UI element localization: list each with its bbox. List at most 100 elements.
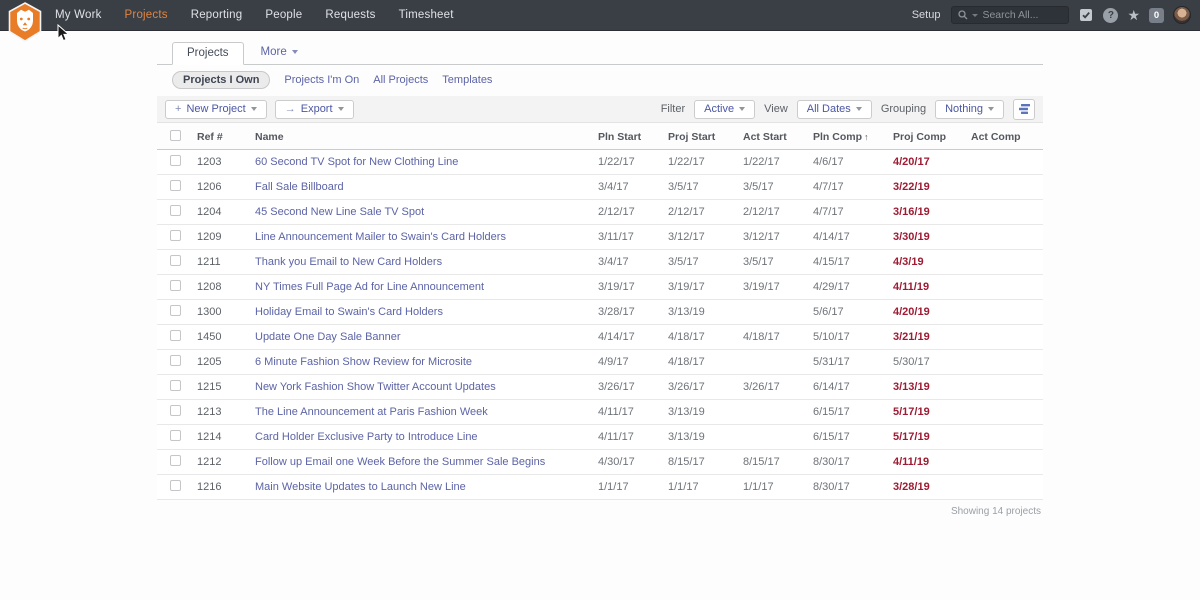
cell-pln-start: 3/11/17	[592, 224, 662, 250]
project-row[interactable]: 1216 Main Website Updates to Launch New …	[157, 474, 1043, 500]
project-link[interactable]: Fall Sale Billboard	[255, 181, 344, 193]
project-row[interactable]: 1205 6 Minute Fashion Show Review for Mi…	[157, 349, 1043, 375]
project-row[interactable]: 1214 Card Holder Exclusive Party to Intr…	[157, 424, 1043, 450]
col-act-start[interactable]: Act Start	[737, 125, 807, 150]
nav-setup[interactable]: Setup	[911, 9, 941, 21]
project-link[interactable]: Follow up Email one Week Before the Summ…	[255, 456, 546, 468]
view-label: View	[764, 103, 788, 115]
user-avatar[interactable]	[1173, 6, 1191, 24]
global-search-input[interactable]: Search All...	[951, 6, 1070, 24]
project-row[interactable]: 1209 Line Announcement Mailer to Swain's…	[157, 224, 1043, 250]
projects-table: Ref # Name Pln Start Proj Start Act Star…	[157, 125, 1043, 500]
tab-projects[interactable]: Projects	[172, 42, 244, 65]
cell-proj-comp: 3/30/19	[887, 224, 965, 250]
col-pln-comp[interactable]: Pln Comp ↑	[807, 125, 887, 150]
project-row[interactable]: 1212 Follow up Email one Week Before the…	[157, 449, 1043, 475]
cell-proj-comp: 3/16/19	[887, 199, 965, 225]
nav-requests[interactable]: Requests	[325, 9, 376, 21]
search-scope-caret-icon[interactable]	[972, 13, 979, 17]
new-project-button[interactable]: + New Project	[165, 99, 267, 119]
row-checkbox[interactable]	[170, 180, 181, 191]
cell-proj-comp: 4/11/19	[887, 449, 965, 475]
project-row[interactable]: 1204 45 Second New Line Sale TV Spot 2/1…	[157, 199, 1043, 225]
project-link[interactable]: NY Times Full Page Ad for Line Announcem…	[255, 281, 485, 293]
col-proj-comp[interactable]: Proj Comp	[887, 125, 965, 150]
project-link[interactable]: Main Website Updates to Launch New Line	[255, 481, 466, 493]
project-link[interactable]: 6 Minute Fashion Show Review for Microsi…	[255, 356, 473, 368]
row-checkbox[interactable]	[170, 380, 181, 391]
select-all-checkbox[interactable]	[170, 130, 181, 141]
project-link[interactable]: Holiday Email to Swain's Card Holders	[255, 306, 443, 318]
view-dropdown[interactable]: All Dates	[796, 99, 872, 119]
chevron-down-icon	[337, 107, 344, 111]
view-value: All Dates	[806, 103, 851, 115]
row-checkbox[interactable]	[170, 255, 181, 266]
project-row[interactable]: 1206 Fall Sale Billboard 3/4/17 3/5/17 3…	[157, 174, 1043, 200]
grouping-dropdown[interactable]: Nothing	[935, 99, 1004, 119]
nav-projects[interactable]: Projects	[124, 9, 168, 21]
project-row[interactable]: 1213 The Line Announcement at Paris Fash…	[157, 399, 1043, 425]
list-settings-button[interactable]	[1013, 98, 1035, 120]
cell-ref: 1216	[191, 474, 249, 500]
col-act-comp[interactable]: Act Comp	[965, 125, 1043, 150]
sort-asc-icon: ↑	[864, 132, 869, 142]
row-checkbox[interactable]	[170, 430, 181, 441]
nav-people[interactable]: People	[265, 9, 303, 21]
nav-reporting[interactable]: Reporting	[190, 9, 243, 21]
cell-pln-start: 3/28/17	[592, 299, 662, 325]
nav-my-work[interactable]: My Work	[55, 9, 102, 21]
col-proj-start[interactable]: Proj Start	[662, 125, 737, 150]
project-link[interactable]: Line Announcement Mailer to Swain's Card…	[255, 231, 506, 243]
cell-ref: 1208	[191, 274, 249, 300]
project-link[interactable]: New York Fashion Show Twitter Account Up…	[255, 381, 496, 393]
cell-pln-start: 4/14/17	[592, 324, 662, 350]
filter-dropdown[interactable]: Active	[694, 99, 756, 119]
project-link[interactable]: The Line Announcement at Paris Fashion W…	[255, 406, 488, 418]
row-checkbox[interactable]	[170, 230, 181, 241]
project-row[interactable]: 1203 60 Second TV Spot for New Clothing …	[157, 149, 1043, 175]
project-row[interactable]: 1300 Holiday Email to Swain's Card Holde…	[157, 299, 1043, 325]
notification-badge[interactable]: 0	[1149, 7, 1164, 23]
subtab-templates[interactable]: Templates	[442, 74, 493, 86]
row-checkbox[interactable]	[170, 305, 181, 316]
col-ref[interactable]: Ref #	[191, 125, 249, 150]
cell-name: NY Times Full Page Ad for Line Announcem…	[249, 274, 592, 300]
row-checkbox[interactable]	[170, 480, 181, 491]
row-checkbox[interactable]	[170, 330, 181, 341]
subtab-projects-i-own[interactable]: Projects I Own	[172, 71, 271, 89]
favorites-star-icon[interactable]: ★	[1127, 7, 1140, 23]
project-link[interactable]: 60 Second TV Spot for New Clothing Line	[255, 156, 459, 168]
project-row[interactable]: 1211 Thank you Email to New Card Holders…	[157, 249, 1043, 275]
project-link[interactable]: Thank you Email to New Card Holders	[255, 256, 443, 268]
row-checkbox[interactable]	[170, 355, 181, 366]
col-pln-start[interactable]: Pln Start	[592, 125, 662, 150]
help-icon[interactable]: ?	[1103, 7, 1119, 23]
project-link[interactable]: Update One Day Sale Banner	[255, 331, 401, 343]
project-link[interactable]: Card Holder Exclusive Party to Introduce…	[255, 431, 478, 443]
subtab-all-projects[interactable]: All Projects	[373, 74, 429, 86]
project-row[interactable]: 1215 New York Fashion Show Twitter Accou…	[157, 374, 1043, 400]
subtab-projects-im-on[interactable]: Projects I'm On	[284, 74, 360, 86]
project-link[interactable]: 45 Second New Line Sale TV Spot	[255, 206, 425, 218]
row-checkbox[interactable]	[170, 205, 181, 216]
cell-act-comp	[965, 324, 1043, 350]
tasks-checkbox-icon[interactable]	[1078, 7, 1094, 23]
row-checkbox[interactable]	[170, 405, 181, 416]
tab-more[interactable]: More	[261, 46, 298, 64]
export-button[interactable]: → Export	[274, 99, 354, 119]
cell-proj-comp: 4/11/19	[887, 274, 965, 300]
cell-proj-start: 4/18/17	[662, 324, 737, 350]
project-row[interactable]: 1208 NY Times Full Page Ad for Line Anno…	[157, 274, 1043, 300]
cell-proj-start: 3/13/19	[662, 424, 737, 450]
row-checkbox[interactable]	[170, 280, 181, 291]
row-checkbox[interactable]	[170, 455, 181, 466]
col-name[interactable]: Name	[249, 125, 592, 150]
app-logo[interactable]	[7, 2, 43, 42]
toolbar-filters: Filter Active View All Dates Grouping No…	[661, 98, 1035, 120]
cell-act-start: 1/22/17	[737, 149, 807, 175]
project-row[interactable]: 1450 Update One Day Sale Banner 4/14/17 …	[157, 324, 1043, 350]
cell-pln-start: 1/1/17	[592, 474, 662, 500]
nav-timesheet[interactable]: Timesheet	[398, 9, 454, 21]
row-checkbox[interactable]	[170, 155, 181, 166]
